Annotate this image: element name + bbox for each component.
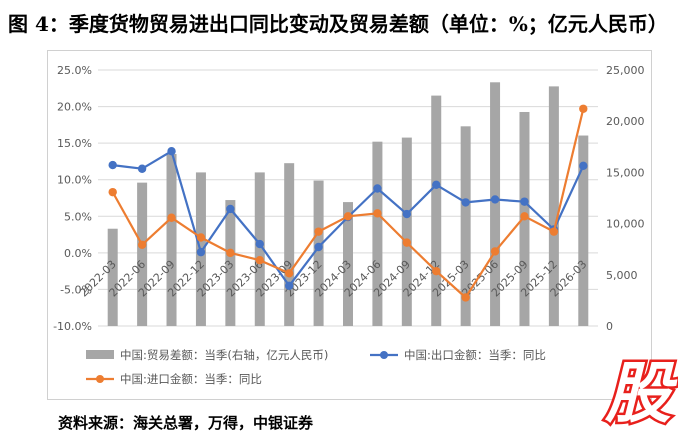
export-yoy-point (226, 204, 235, 214)
legend-label: 中国:贸易差额：当季(右轴，亿元人民币) (120, 348, 328, 362)
left-tick-label: 15.0% (57, 137, 92, 150)
import-yoy-point (549, 227, 559, 236)
figure-title: 图 4：季度货物贸易进出口同比变动及贸易差额（单位：%；亿元人民币） (8, 12, 668, 36)
import-yoy-point (520, 212, 529, 221)
stamp-logo: 股 (602, 353, 679, 429)
export-yoy-point (108, 160, 117, 170)
import-yoy-point (284, 269, 294, 278)
import-yoy-point (343, 212, 353, 221)
export-yoy-point (402, 209, 412, 219)
export-yoy-point (490, 195, 500, 204)
left-tick-label: 5.0% (64, 210, 92, 223)
trade-balance-bar (548, 86, 559, 326)
right-tick-label: 15,000 (606, 166, 645, 179)
trade-balance-bar (107, 228, 118, 326)
legend-label: 中国:进口金额：当季：同比 (120, 372, 262, 386)
left-tick-label: 20.0% (57, 101, 92, 114)
export-yoy-point (255, 239, 264, 249)
import-yoy-point (490, 247, 500, 256)
import-yoy-point (226, 248, 235, 258)
export-yoy-point (579, 161, 588, 171)
right-tick-label: 5,000 (606, 269, 638, 282)
export-yoy-point (314, 242, 323, 252)
left-tick-label: -5.0% (60, 283, 92, 296)
left-tick-label: 10.0% (57, 174, 92, 187)
export-yoy-point (196, 247, 206, 257)
legend-swatch-marker (380, 351, 388, 359)
legend-swatch-bar (86, 350, 114, 359)
legend-swatch-marker (96, 375, 104, 383)
import-yoy-point (432, 266, 441, 276)
trade-balance-bar (166, 153, 177, 326)
export-yoy-point (167, 146, 176, 156)
export-yoy-point (461, 198, 470, 207)
trade-balance-bar (284, 163, 295, 326)
legend-label: 中国:出口金额：当季：同比 (404, 348, 546, 362)
trade-balance-bar (401, 137, 412, 326)
export-yoy-point (520, 197, 529, 206)
right-axis: 0 5,000 10,000 15,000 20,000 25,000 (606, 64, 645, 333)
right-tick-label: 0 (606, 320, 613, 333)
import-yoy-point (373, 209, 382, 218)
import-yoy-point (579, 104, 588, 113)
right-tick-label: 20,000 (606, 115, 645, 128)
trade-balance-bar (372, 141, 383, 326)
yoy-lines (108, 104, 588, 302)
export-yoy-point (373, 184, 382, 193)
export-yoy-point (137, 164, 147, 173)
trade-balance-bar (431, 95, 442, 326)
export-yoy-point (432, 180, 441, 190)
left-tick-label: 25.0% (57, 64, 92, 77)
left-tick-label: 0.0% (64, 247, 92, 260)
legend: 中国:贸易差额：当季(右轴，亿元人民币) 中国:出口金额：当季：同比中国:进口金额… (86, 348, 546, 386)
left-tick-label: -10.0% (53, 320, 92, 333)
trade-balance-bar (460, 126, 471, 326)
stamp-glyph: 股 (604, 355, 678, 428)
chart: -10.0%-5.0%0.0%5.0%10.0%15.0%20.0%25.0% … (53, 64, 645, 386)
import-yoy-point (314, 227, 323, 236)
export-yoy-point (284, 281, 294, 290)
import-yoy-point (402, 238, 412, 247)
import-yoy-point (167, 213, 176, 222)
import-yoy-point (255, 255, 264, 265)
import-yoy-point (108, 187, 117, 197)
trade-balance-bar (578, 135, 589, 326)
import-yoy-point (196, 233, 206, 242)
x-axis: 2022-032022-062022-092022-122023-032023-… (77, 258, 589, 300)
import-yoy-point (137, 240, 147, 250)
source-note: 资料来源：海关总署，万得，中银证券 (58, 414, 314, 432)
trade-balance-bar (343, 202, 353, 326)
right-tick-label: 25,000 (606, 64, 645, 77)
left-axis: -10.0% -5.0% 0.0% 5.0% 10.0% 15.0% 20.0% 25.0% (53, 64, 92, 333)
trade-balance-bar (490, 82, 501, 327)
import-yoy-point (461, 293, 470, 302)
trade-balance-bar (137, 182, 148, 326)
right-tick-label: 10,000 (606, 218, 645, 231)
trade-balance-bar (254, 172, 265, 326)
chart-frame: -10.0% -5.0% 0.0% 5.0% 10.0% 15.0% 20.0% 25.0% … (47, 50, 652, 400)
trade-balance-bar (313, 180, 324, 326)
trade-balance-bar (225, 200, 236, 326)
